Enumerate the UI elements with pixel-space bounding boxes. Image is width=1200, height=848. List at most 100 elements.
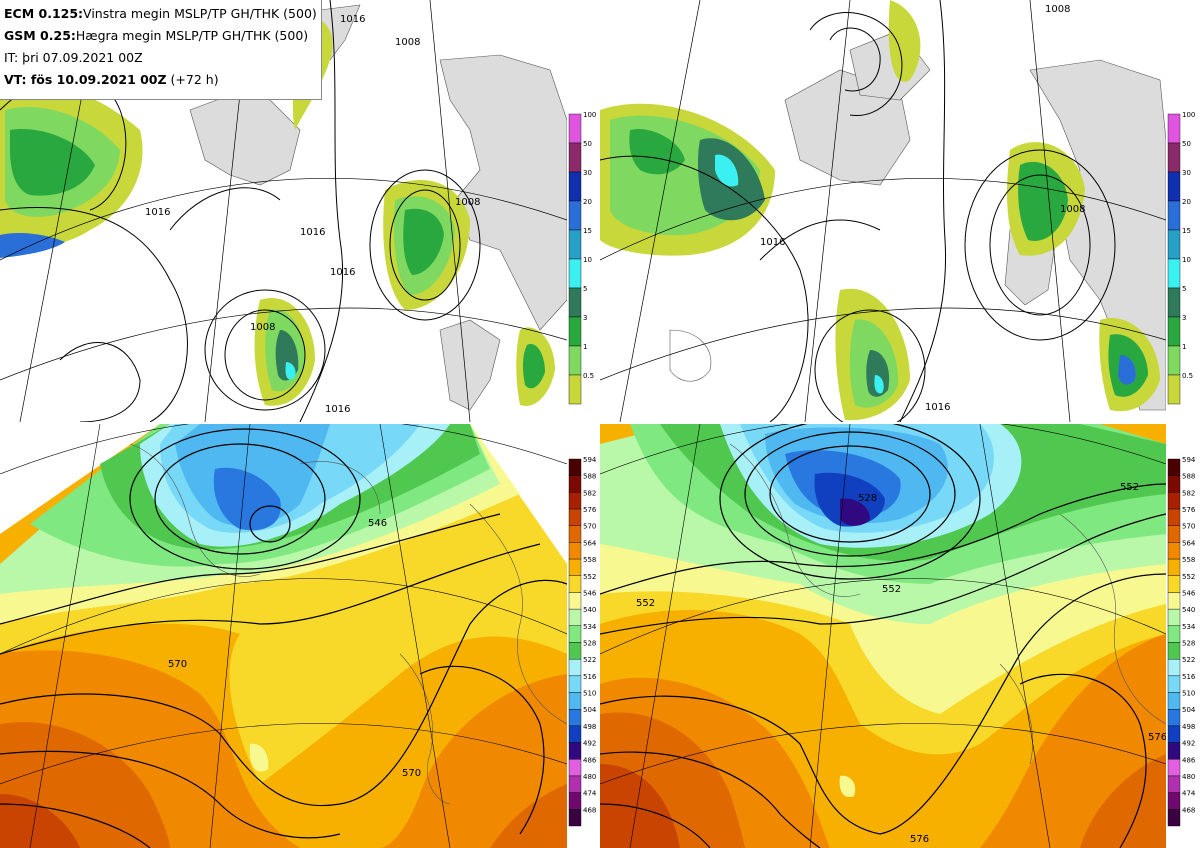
colorbar-tick-label: 50 — [583, 140, 592, 148]
colorbar-tick-label: 30 — [583, 169, 592, 177]
colorbar-swatch — [1167, 558, 1181, 576]
colorbar-swatch — [568, 625, 582, 643]
precipitation-areas — [600, 0, 1160, 421]
land-areas — [669, 29, 1166, 411]
colorbar-tick-label: 480 — [583, 773, 596, 781]
isobar-label: 1016 — [300, 227, 325, 238]
colorbar-tick-label: 10 — [583, 256, 592, 264]
colorbar-swatch — [1167, 345, 1181, 376]
colorbar-swatch — [568, 658, 582, 677]
colorbar-swatch — [568, 692, 582, 710]
colorbar-tick-label: 3 — [583, 314, 587, 322]
colorbar-tick-label: 582 — [1182, 489, 1195, 497]
valid-time: VT: fös 10.09.2021 00Z (+72 h) — [4, 72, 219, 87]
isobar-label: 1016 — [145, 207, 170, 218]
colorbar-tick-label: 20 — [1182, 198, 1191, 206]
isobars — [600, 0, 1116, 422]
colorbar-swatch — [568, 709, 582, 727]
colorbar-swatch — [568, 258, 582, 289]
colorbar-swatch — [1167, 658, 1181, 677]
colorbar-swatch — [1167, 692, 1181, 710]
colorbar-swatch — [1167, 458, 1181, 476]
colorbar-swatch — [568, 608, 582, 627]
isobar-label: 1008 — [455, 197, 480, 208]
colorbar-swatch — [1167, 809, 1181, 827]
colorbar-tick-label: 540 — [1182, 606, 1195, 614]
colorbar-tick-label: 486 — [1182, 756, 1196, 764]
colorbar-swatch — [568, 575, 582, 593]
colorbar-swatch — [1167, 508, 1181, 526]
colorbar-tick-label: 480 — [1182, 773, 1195, 781]
contour-labels: 546 570 570 — [168, 518, 421, 779]
graticule — [600, 424, 1166, 848]
colorbar-swatch — [1167, 200, 1181, 231]
colorbar-swatch — [568, 809, 582, 827]
ecm-thickness-map: 546 570 570 — [0, 424, 567, 848]
colorbar-tick-label: 558 — [1182, 556, 1195, 564]
colorbar-swatch — [1167, 258, 1181, 289]
colorbar-tick-label: 498 — [583, 723, 596, 731]
isobar-label: 1016 — [325, 404, 350, 415]
colorbar-swatch — [568, 229, 582, 260]
isobar-label: 1016 — [760, 237, 785, 248]
colorbar-tick-label: 0.5 — [583, 372, 594, 380]
colorbar-swatch — [1167, 142, 1181, 173]
geopotential-contours — [600, 424, 1166, 848]
colorbar-tick-label: 504 — [1182, 706, 1196, 714]
colorbar-swatch — [1167, 229, 1181, 260]
graticule — [600, 0, 1166, 422]
colorbar-swatch — [568, 171, 582, 202]
colorbar-tick-label: 474 — [1182, 790, 1196, 798]
contour-label: 570 — [402, 768, 421, 779]
contour-label: 576 — [910, 834, 929, 845]
colorbar-swatch — [568, 775, 582, 793]
contour-label: 528 — [858, 493, 877, 504]
colorbar-swatch — [568, 475, 582, 493]
contour-label: 546 — [368, 518, 387, 529]
geopotential-contours — [0, 428, 567, 848]
colorbar-tick-label: 534 — [1182, 623, 1196, 631]
isobar-label: 1016 — [925, 402, 950, 413]
colorbar-swatch — [1167, 316, 1181, 347]
colorbar-swatch — [568, 525, 582, 543]
colorbar-swatch — [1167, 709, 1181, 727]
colorbar-tick-label: 564 — [1182, 539, 1196, 547]
colorbar-tick-label: 5 — [583, 285, 587, 293]
isobar-label: 1008 — [395, 37, 420, 48]
colorbar-swatch — [568, 508, 582, 526]
colorbar-swatch — [1167, 575, 1181, 593]
colorbar-swatch — [568, 558, 582, 576]
colorbar-tick-label: 510 — [583, 690, 596, 698]
colorbar-tick-label: 582 — [583, 489, 596, 497]
gsm-mslp-precip-map: 1008 1016 1016 1008 — [600, 0, 1166, 422]
colorbar-tick-label: 570 — [583, 523, 596, 531]
model-line-gsm: GSM 0.25:Hægra megin MSLP/TP GH/THK (500… — [4, 28, 309, 43]
colorbar-tick-label: 576 — [583, 506, 597, 514]
colorbar-tick-label: 1 — [1182, 343, 1186, 351]
colorbar-tick-label: 546 — [1182, 589, 1196, 597]
colorbar-tick-label: 492 — [583, 740, 596, 748]
colorbar-tick-label: 492 — [1182, 740, 1195, 748]
colorbar-swatch — [1167, 725, 1181, 743]
colorbar-tick-label: 528 — [583, 640, 596, 648]
colorbar-swatch — [1167, 608, 1181, 627]
colorbar-swatch — [568, 492, 582, 510]
contour-labels: 528 552 552 552 576 576 — [636, 482, 1166, 845]
isobars — [0, 0, 481, 422]
precip-colorbar-right: 100 50 30 20 15 10 5 3 1 0.5 — [1167, 111, 1195, 405]
colorbar-swatch — [568, 675, 582, 693]
colorbar-tick-label: 468 — [583, 806, 596, 814]
colorbar-swatch — [568, 316, 582, 347]
colorbar-swatch — [1167, 792, 1181, 810]
colorbar-tick-label: 546 — [583, 589, 597, 597]
isobar-label: 1008 — [1060, 204, 1085, 215]
contour-label: 552 — [882, 584, 901, 595]
thickness-colorbar-right: 594 588 582 576 570 564 558 552 546 540 534 528 522 5… — [1167, 456, 1196, 827]
isobar-label: 1008 — [1045, 4, 1070, 15]
colorbar-swatch — [568, 792, 582, 810]
isobar-labels: 1016 1008 1016 1016 1008 1016 1016 1008 — [145, 14, 480, 415]
colorbar-swatch — [568, 642, 582, 660]
colorbar-swatch — [568, 592, 582, 610]
contour-label: 552 — [636, 598, 655, 609]
colorbar-tick-label: 576 — [1182, 506, 1196, 514]
